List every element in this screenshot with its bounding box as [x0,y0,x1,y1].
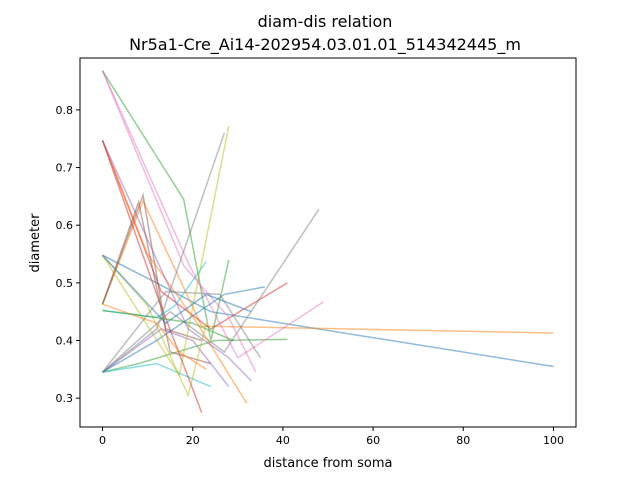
series-line-8 [102,208,320,373]
x-tick-label-3: 60 [366,434,380,447]
x-tick-label-4: 80 [456,434,470,447]
series-line-23 [102,309,234,342]
series-line-21 [101,254,252,325]
series-line-14 [101,140,203,413]
x-axis-ticks: 0 20 40 60 80 100 [99,427,564,447]
series-line-18 [102,132,226,373]
chart-title-line1: diam-dis relation [258,12,393,31]
plot-area-frame [79,57,577,428]
series-line-1 [102,254,554,368]
x-tick-label-5: 100 [543,434,564,447]
y-tick-label-5: 0.8 [56,104,74,117]
x-tick-label-2: 40 [276,434,290,447]
y-tick-label-4: 0.7 [56,162,74,175]
series-line-16 [101,199,212,365]
chart-title-line2: Nr5a1-Cre_Ai14-202954.03.01.01_514342445… [129,35,521,55]
x-axis-label: distance from soma [264,456,393,471]
series-line-2 [101,199,554,334]
series-line-12 [101,140,248,404]
x-tick-label-0: 0 [99,434,106,447]
series-line-7 [101,70,324,359]
x-tick-label-1: 20 [186,434,200,447]
y-tick-label-0: 0.3 [56,392,74,405]
y-tick-label-2: 0.5 [56,277,74,290]
y-tick-label-3: 0.6 [56,219,74,232]
series-line-6 [101,192,202,342]
series-line-24 [101,290,262,373]
series-line-11 [102,286,266,373]
y-axis-ticks: 0.3 0.4 0.5 0.6 0.7 0.8 [56,104,80,405]
series-line-17 [101,70,257,373]
y-tick-label-1: 0.4 [56,335,74,348]
y-axis-label: diameter [28,213,43,273]
series-line-3 [102,338,288,373]
series-layer [101,70,554,413]
